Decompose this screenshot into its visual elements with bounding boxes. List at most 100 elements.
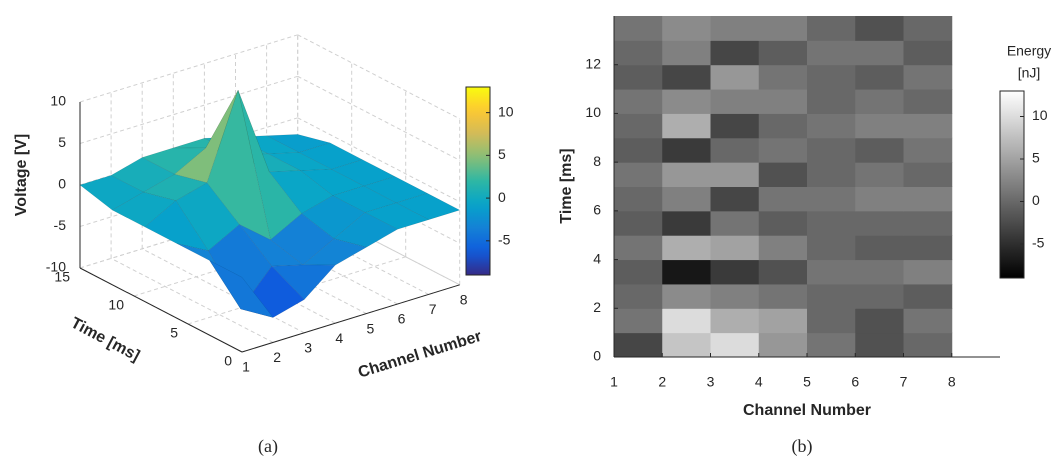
x-tick-label: 2: [273, 349, 281, 365]
heatmap-cell: [903, 113, 953, 139]
heatmap-cell: [903, 259, 953, 285]
heatmap-cell: [614, 283, 663, 309]
x-tick-label: 1: [242, 359, 250, 375]
heatmap-cell: [903, 210, 953, 236]
z-tick-label: -5: [54, 217, 67, 233]
heatmap-cell: [710, 162, 760, 187]
heatmap-cell: [807, 283, 856, 309]
heatmap-cell: [903, 186, 953, 212]
heatmap-cell: [855, 40, 904, 66]
colorbar-label: Energy: [1007, 43, 1051, 59]
y-tick-label: 5: [170, 325, 178, 341]
heatmap-cell: [710, 283, 760, 309]
grid-line: [79, 34, 298, 103]
colorbar: [999, 90, 1025, 279]
heatmap-cell: [758, 162, 808, 187]
heatmap-cell: [855, 308, 904, 334]
heatmap-cell: [710, 113, 760, 139]
heatmap-cell: [662, 283, 711, 309]
grid-line: [297, 200, 460, 286]
heatmap-cell: [662, 113, 711, 139]
colorbar-tick-label: 10: [1032, 107, 1048, 123]
grid-line: [297, 75, 460, 161]
surface-patch: [177, 243, 241, 310]
colorbar-tick-label: 0: [1032, 192, 1040, 208]
surface-patch: [363, 176, 428, 204]
heatmap-cell: [758, 40, 808, 66]
heatmap-cell: [855, 186, 904, 212]
grid-line: [297, 117, 460, 203]
heatmap-cell: [903, 283, 953, 309]
heatmap-cell: [903, 308, 953, 334]
heatmap-cell: [855, 64, 904, 90]
heatmap-cell: [614, 259, 663, 285]
x-tick-label: 4: [335, 330, 343, 346]
x-tick-label: 4: [755, 374, 763, 390]
colorbar: [465, 86, 491, 276]
heatmap-cell: [807, 64, 856, 90]
heatmap-cell: [710, 89, 760, 114]
heatmap-cell: [710, 64, 760, 90]
heatmap-cell: [758, 308, 808, 334]
z-axis-label: Voltage [V]: [13, 134, 30, 216]
heatmap-cell: [614, 113, 663, 139]
panel-a: -10 -5 0 5 10 0 5 10 15 1 2 3 4 5 6 7 8 Voltage [V] Time […: [13, 34, 514, 457]
grid-line: [141, 248, 305, 334]
axis-line: [79, 267, 243, 353]
axis-line: [241, 284, 460, 353]
z-tick-label: 5: [58, 134, 66, 150]
heatmap-cell: [662, 235, 711, 261]
heatmap-cell: [855, 259, 904, 285]
heatmap-cell: [758, 186, 808, 212]
heatmap-cell: [807, 186, 856, 212]
colorbar-tick-label: 10: [498, 103, 514, 119]
y-tick-label: 8: [593, 153, 601, 169]
heatmap-cell: [855, 113, 904, 139]
heatmap-cell: [758, 113, 808, 139]
x-tick-label: 8: [460, 292, 468, 308]
heatmap-cell: [662, 64, 711, 90]
heatmap-cell: [662, 162, 711, 187]
surface-patch: [206, 89, 271, 241]
heatmap-cell: [903, 40, 953, 66]
heatmap-cell: [903, 162, 953, 187]
heatmap-cell: [807, 332, 856, 358]
x-tick-label: 7: [429, 301, 437, 317]
x-tick-label: 8: [948, 374, 956, 390]
x-tick-label: 6: [851, 374, 859, 390]
z-tick-label: -10: [46, 259, 66, 275]
heatmap-cell: [758, 64, 808, 90]
heatmap-cell: [614, 210, 663, 236]
heatmap-cell: [807, 137, 856, 163]
heatmap-cell: [855, 162, 904, 187]
heatmap-cell: [614, 186, 663, 212]
heatmap-cell: [903, 235, 953, 261]
heatmap-cell: [662, 332, 711, 358]
heatmap-cell: [710, 332, 760, 358]
colorbar-tick-label: -5: [498, 232, 511, 248]
surface-patch: [333, 212, 399, 248]
x-axis-label: Channel Number: [356, 328, 483, 382]
y-axis-label: Time [ms]: [558, 148, 575, 223]
heatmap-cell: [710, 40, 760, 66]
heatmap-cell: [903, 89, 953, 114]
x-axis-label: Channel Number: [743, 402, 871, 419]
heatmap-cell: [614, 162, 663, 187]
heatmap-cell: [662, 40, 711, 66]
x-tick-label: 5: [367, 320, 375, 336]
heatmap-cell: [855, 332, 904, 358]
z-tick-label: 10: [50, 93, 66, 109]
x-tick-label: 3: [304, 340, 312, 356]
heatmap-cell: [614, 137, 663, 163]
heatmap-cell: [758, 332, 808, 358]
x-tick-label: 7: [900, 374, 908, 390]
heatmap-cell: [614, 64, 663, 90]
x-tick-label: 2: [658, 374, 666, 390]
heatmap-cell: [614, 40, 663, 66]
caption: (b): [792, 436, 813, 457]
heatmap-cell: [710, 137, 760, 163]
colorbar-tick-label: 0: [498, 189, 506, 205]
heatmap-cell: [614, 89, 663, 114]
